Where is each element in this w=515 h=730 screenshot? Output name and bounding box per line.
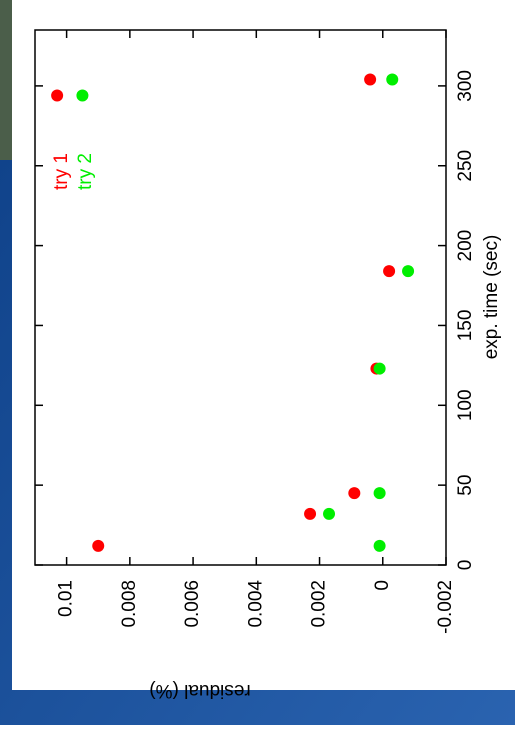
page: {"chart_data": {"type": "scatter", "xlab… (0, 0, 515, 725)
x-axis-title: exp. time (sec) (481, 235, 502, 360)
y-axis-title: residual (%) (149, 680, 250, 701)
x-tick-label: 150 (455, 310, 476, 342)
x-tick-label: 0 (455, 560, 476, 571)
chart: exp. time (sec) residual (%) 0 50 100 150 20… (0, 0, 515, 725)
y-tick-label: 0.006 (182, 580, 203, 628)
y-tick-label: 0.008 (119, 580, 140, 628)
y-tick-label: 0 (372, 580, 393, 591)
point (304, 508, 316, 520)
point (374, 487, 386, 499)
x-tick-label: 50 (455, 475, 476, 496)
legend-label: try 1 (51, 153, 72, 190)
point (374, 540, 386, 552)
point (76, 89, 88, 101)
x-tick-label: 200 (455, 230, 476, 262)
y-tick-label: 0.002 (309, 580, 330, 628)
x-tick-label: 300 (455, 70, 476, 102)
point (374, 363, 386, 375)
y-tick-label: -0.002 (435, 580, 456, 634)
y-tick-label: 0.01 (56, 580, 77, 617)
point (383, 265, 395, 277)
x-tick-label: 100 (455, 389, 476, 421)
point (386, 74, 398, 86)
point (323, 508, 335, 520)
point (364, 74, 376, 86)
legend-label: try 2 (75, 153, 96, 190)
point (92, 540, 104, 552)
y-tick-label: 0.004 (245, 580, 266, 628)
point (402, 265, 414, 277)
point (51, 89, 63, 101)
x-tick-label: 250 (455, 150, 476, 182)
point (348, 487, 360, 499)
